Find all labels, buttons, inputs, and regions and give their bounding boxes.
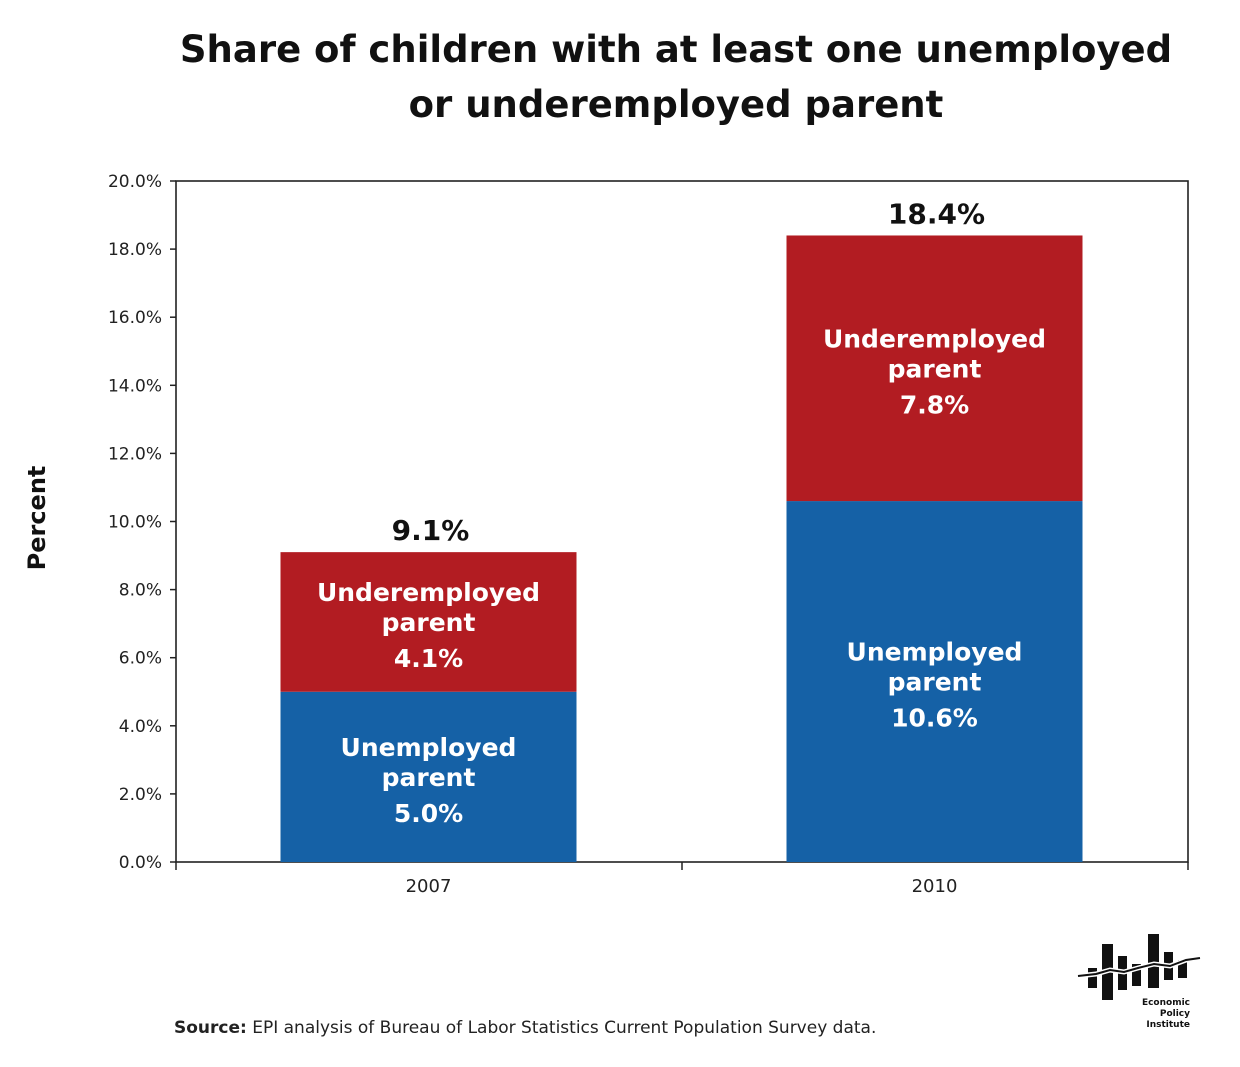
chart-title-line-1: Share of children with at least one unem… <box>179 28 1173 71</box>
source-label: Source: <box>174 1018 247 1038</box>
y-tick-label: 14.0% <box>108 376 162 396</box>
bar-series-label: Underemployed <box>823 324 1046 353</box>
bar-data-label: 10.6% <box>891 704 978 733</box>
source-note: Source: EPI analysis of Bureau of Labor … <box>174 1018 876 1038</box>
y-tick-label: 4.0% <box>119 717 162 737</box>
bar-series-label: parent <box>382 763 476 792</box>
x-tick-label: 2010 <box>912 876 958 897</box>
y-tick-label: 0.0% <box>119 853 162 873</box>
chart-title: Share of children with at least one unem… <box>0 22 1240 132</box>
source-text: EPI analysis of Bureau of Labor Statisti… <box>246 1018 877 1038</box>
bar-data-label: 5.0% <box>394 799 463 828</box>
y-tick-label: 8.0% <box>119 581 162 601</box>
total-label: 18.4% <box>888 197 985 230</box>
bar-2007-series-1 <box>280 552 577 692</box>
epi-logo-icon <box>1077 934 1201 1000</box>
logo-line-2: Policy <box>1159 1009 1190 1019</box>
y-tick-label: 10.0% <box>108 513 162 533</box>
bar-2010-series-1 <box>786 235 1083 502</box>
y-axis-label: Percent <box>23 466 51 571</box>
total-label: 9.1% <box>392 514 470 547</box>
bar-series-label: Unemployed <box>341 733 517 762</box>
y-tick-label: 2.0% <box>119 785 162 805</box>
bar-data-label: 4.1% <box>394 644 463 673</box>
y-tick-label: 6.0% <box>119 649 162 669</box>
logo-line-1: Economic <box>1141 998 1190 1008</box>
y-tick-label: 20.0% <box>108 172 162 192</box>
bar-data-label: 7.8% <box>900 390 969 419</box>
epi-logo-text: Economic Policy Institute <box>1118 998 1190 1031</box>
bar-series-label: Unemployed <box>847 638 1023 667</box>
y-tick-label: 12.0% <box>108 444 162 464</box>
y-tick-label: 18.0% <box>108 240 162 260</box>
bar-series-label: parent <box>888 354 982 383</box>
bar-2007-series-0 <box>280 691 577 862</box>
bar-series-label: parent <box>888 668 982 697</box>
chart-title-line-2: or underemployed parent <box>408 83 944 126</box>
logo-line-3: Institute <box>1146 1020 1190 1030</box>
bar-series-label: Underemployed <box>317 578 540 607</box>
y-tick-label: 16.0% <box>108 308 162 328</box>
bar-series-label: parent <box>382 608 476 637</box>
bar-2010-series-0 <box>786 501 1083 862</box>
x-tick-label: 2007 <box>406 876 452 897</box>
